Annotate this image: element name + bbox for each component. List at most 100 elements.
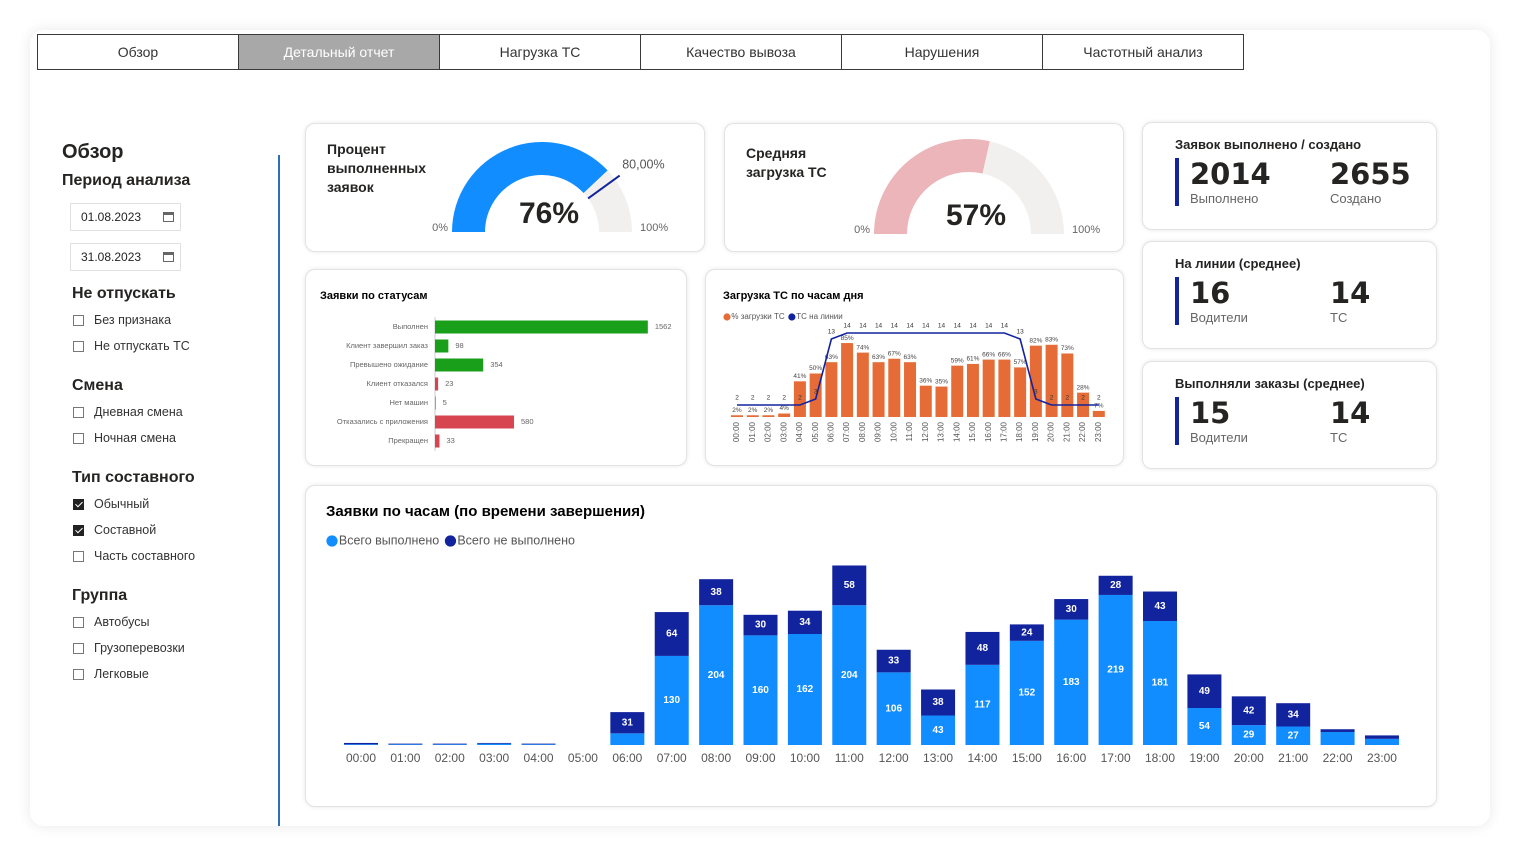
x-tick-label: 08:00 [701, 751, 731, 765]
x-tick-label: 20:00 [1234, 751, 1264, 765]
line-label: 14 [859, 323, 867, 330]
x-tick-label: 03:00 [779, 421, 788, 442]
data-label: 219 [1107, 665, 1124, 676]
filter-option[interactable]: Составной [70, 517, 270, 543]
data-label: 2% [748, 407, 758, 414]
data-label: 42 [1243, 705, 1255, 716]
option-label: Без признака [94, 313, 172, 327]
checkbox[interactable] [73, 314, 84, 326]
bar-segment [965, 631, 1000, 665]
data-label: 181 [1152, 678, 1169, 689]
x-tick-label: 08:00 [858, 421, 867, 442]
date-input[interactable]: 31.08.2023 [70, 243, 181, 271]
x-tick-label: 19:00 [1189, 751, 1219, 765]
checkbox[interactable] [73, 432, 84, 444]
filter-group: Тип составного Обычный Составной Часть сост… [70, 465, 270, 569]
category-label: Нет машин [389, 398, 428, 407]
kpi-title: Выполняли заказы (среднее) [1175, 376, 1365, 391]
bar [966, 363, 979, 417]
bar [982, 359, 995, 417]
filter-option[interactable]: Ночная смена [70, 425, 270, 451]
x-tick-label: 23:00 [1094, 421, 1103, 442]
bar-segment [699, 605, 734, 745]
checkbox[interactable] [73, 524, 84, 536]
bar [731, 415, 743, 417]
data-label: 2% [764, 407, 774, 414]
filter-option[interactable]: Часть составного [70, 543, 270, 569]
filter-option[interactable]: Обычный [70, 491, 270, 517]
tab[interactable]: Нарушения [841, 34, 1043, 70]
data-label: 49 [1199, 686, 1211, 697]
line-label: 14 [969, 323, 977, 330]
data-label: 580 [521, 417, 534, 426]
tab[interactable]: Обзор [37, 34, 239, 70]
x-tick-label: 01:00 [390, 751, 420, 765]
filter-title: Группа [72, 587, 128, 604]
data-label: 38 [711, 587, 723, 598]
kpi-value: 14 [1330, 396, 1371, 430]
tab[interactable]: Нагрузка ТС [439, 34, 641, 70]
bar [762, 415, 775, 417]
bar-segment [1276, 726, 1311, 745]
category-label: Прекращен [388, 436, 428, 445]
chart-title: Заявки по часам (по времени завершения) [326, 503, 645, 520]
bar [1061, 353, 1074, 417]
bar-segment [832, 565, 867, 606]
data-label: 63% [904, 354, 917, 361]
x-tick-label: 07:00 [657, 751, 687, 765]
date-text: 01.08.2023 [81, 210, 142, 224]
line-label: 2 [1097, 395, 1101, 402]
checkbox[interactable] [73, 550, 84, 562]
x-tick-label: 15:00 [1012, 751, 1042, 765]
kpi-title: На линии (среднее) [1175, 256, 1301, 271]
x-tick-label: 09:00 [874, 421, 883, 442]
x-tick-label: 05:00 [811, 421, 820, 442]
line-label: 14 [954, 323, 962, 330]
bar [1092, 410, 1105, 417]
filter-option[interactable]: Автобусы [70, 609, 270, 635]
category-label: Клиент отказался [366, 379, 428, 388]
data-label: 83% [1045, 337, 1058, 344]
filter-option[interactable]: Без признака [70, 307, 270, 333]
data-label: 2% [732, 407, 742, 414]
bar [888, 358, 901, 417]
card [305, 269, 687, 466]
option-label: Не отпускать ТС [94, 339, 190, 353]
bar [872, 362, 885, 417]
kpi-card: На линии (среднее) 16 Водители 14 ТС [1142, 241, 1437, 349]
bar-segment [344, 744, 378, 745]
gauge-tick-label: 0% [854, 224, 870, 236]
bar-segment [1231, 696, 1266, 726]
tab[interactable]: Частотный анализ [1042, 34, 1244, 70]
bar [904, 362, 917, 417]
option-label: Грузоперевозки [94, 641, 185, 655]
bar-segment [521, 744, 556, 745]
bar [435, 434, 440, 448]
checkbox[interactable] [73, 668, 84, 680]
filter-option[interactable]: Грузоперевозки [70, 635, 270, 661]
bar-segment [1143, 620, 1178, 745]
filter-option[interactable]: Дневная смена [70, 399, 270, 425]
checkbox[interactable] [73, 498, 84, 510]
x-tick-label: 12:00 [879, 751, 909, 765]
x-tick-label: 07:00 [842, 421, 851, 442]
kpi-value: 15 [1190, 396, 1231, 430]
bar-segment [1054, 619, 1089, 745]
checkbox[interactable] [73, 642, 84, 654]
filter-option[interactable]: Не отпускать ТС [70, 333, 270, 359]
bar-segment [965, 664, 1000, 745]
bar-segment [477, 743, 512, 745]
option-label: Автобусы [94, 615, 150, 629]
x-tick-label: 21:00 [1278, 751, 1308, 765]
x-tick-label: 18:00 [1015, 421, 1024, 442]
kpi-title: Заявок выполнено / создано [1175, 137, 1362, 152]
checkbox[interactable] [73, 616, 84, 628]
line-label: 2 [735, 395, 739, 402]
x-tick-label: 03:00 [479, 751, 509, 765]
checkbox[interactable] [73, 406, 84, 418]
data-label: 30 [755, 620, 767, 631]
date-input[interactable]: 01.08.2023 [70, 203, 181, 231]
checkbox[interactable] [73, 340, 84, 352]
filter-option[interactable]: Легковые [70, 661, 270, 687]
line-label: 2 [751, 395, 755, 402]
